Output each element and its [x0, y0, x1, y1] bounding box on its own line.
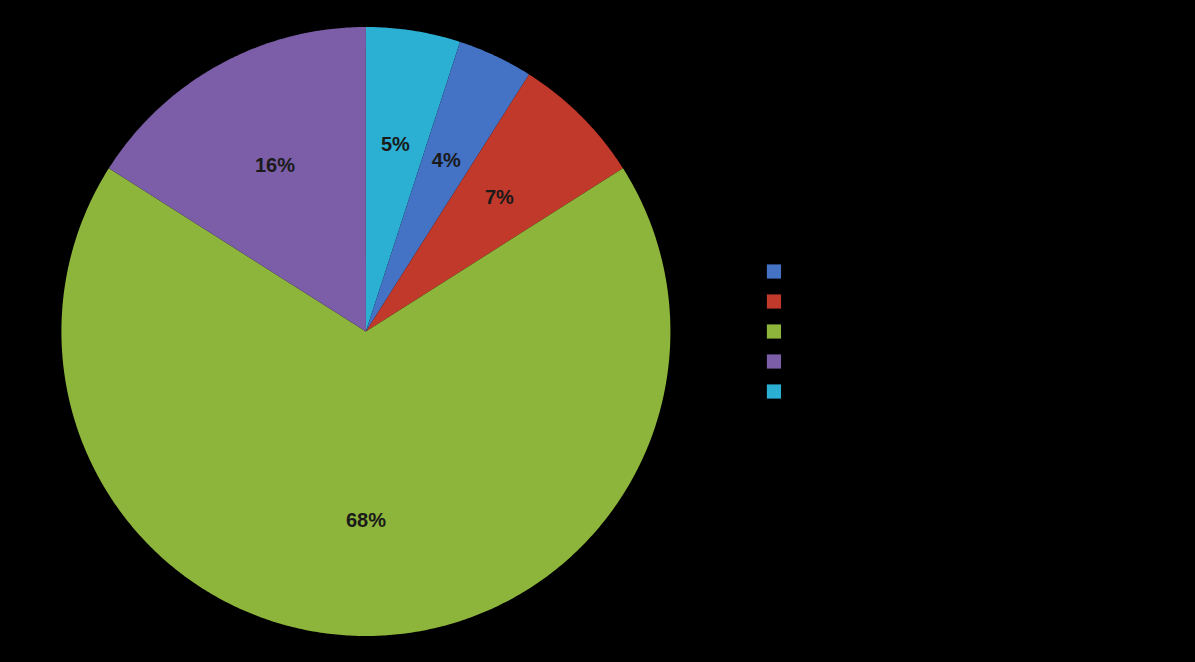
- svg-text:4%: 4%: [432, 149, 461, 171]
- svg-text:7%: 7%: [485, 186, 514, 208]
- svg-text:68%: 68%: [346, 509, 386, 531]
- svg-text:5%: 5%: [381, 133, 410, 155]
- svg-text:16%: 16%: [255, 154, 295, 176]
